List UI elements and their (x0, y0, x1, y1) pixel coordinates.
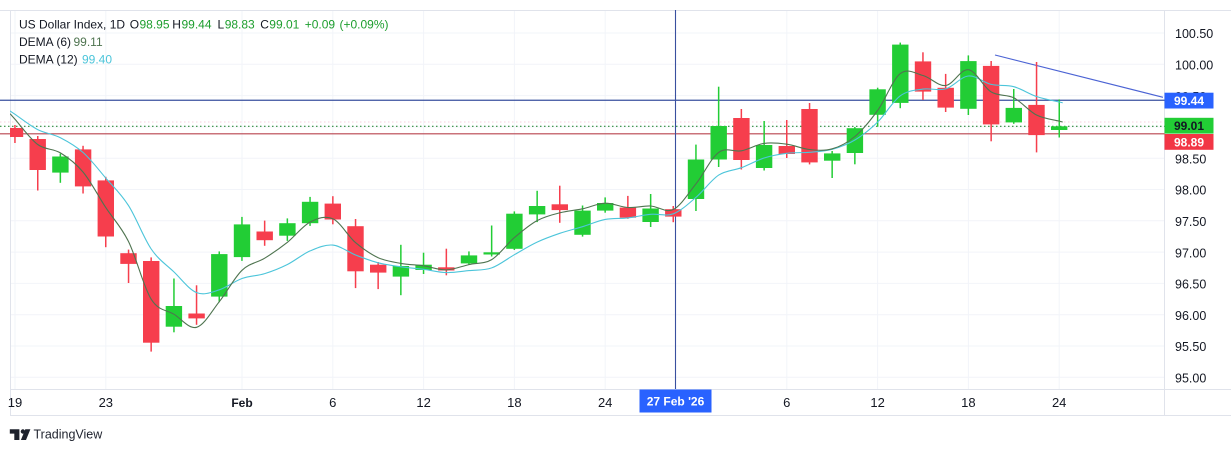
svg-text:98.83: 98.83 (225, 18, 255, 32)
svg-text:DEMA (12): DEMA (12) (19, 52, 78, 66)
svg-text:6: 6 (783, 395, 790, 410)
svg-text:96.50: 96.50 (1175, 278, 1206, 292)
svg-text:99.44: 99.44 (1174, 94, 1204, 108)
svg-text:95.00: 95.00 (1175, 372, 1206, 386)
svg-text:97.00: 97.00 (1175, 246, 1206, 260)
svg-text:97.50: 97.50 (1175, 215, 1206, 229)
svg-text:O: O (130, 18, 139, 32)
svg-text:96.00: 96.00 (1175, 309, 1206, 323)
svg-text:99.44: 99.44 (182, 18, 212, 32)
svg-text:Feb: Feb (231, 396, 252, 410)
svg-text:27 Feb '26: 27 Feb '26 (647, 394, 705, 408)
svg-text:12: 12 (416, 395, 430, 410)
svg-text:18: 18 (507, 395, 521, 410)
svg-text:19: 19 (8, 395, 22, 410)
svg-text:98.00: 98.00 (1175, 184, 1206, 198)
svg-text:18: 18 (961, 395, 975, 410)
svg-text:DEMA (6): DEMA (6) (19, 35, 71, 49)
svg-text:US Dollar Index, 1D: US Dollar Index, 1D (19, 18, 125, 32)
svg-text:12: 12 (870, 395, 884, 410)
svg-text:98.50: 98.50 (1175, 152, 1206, 166)
svg-text:C: C (260, 18, 269, 32)
svg-text:99.40: 99.40 (82, 52, 112, 66)
svg-text:100.00: 100.00 (1175, 59, 1213, 73)
svg-text:98.95: 98.95 (140, 18, 170, 32)
svg-text:6: 6 (329, 395, 336, 410)
svg-text:24: 24 (1052, 395, 1066, 410)
svg-text:H: H (172, 18, 181, 32)
svg-text:23: 23 (99, 395, 113, 410)
svg-text:L: L (218, 18, 225, 32)
svg-text:99.01: 99.01 (269, 18, 299, 32)
svg-text:+0.09: +0.09 (305, 18, 336, 32)
svg-text:(+0.09%): (+0.09%) (340, 18, 389, 32)
svg-text:TradingView: TradingView (34, 428, 104, 442)
svg-text:99.11: 99.11 (74, 35, 103, 49)
svg-text:95.50: 95.50 (1175, 340, 1206, 354)
svg-text:24: 24 (598, 395, 612, 410)
svg-text:99.01: 99.01 (1174, 119, 1204, 133)
svg-text:100.50: 100.50 (1175, 27, 1213, 41)
svg-text:98.89: 98.89 (1174, 135, 1204, 149)
